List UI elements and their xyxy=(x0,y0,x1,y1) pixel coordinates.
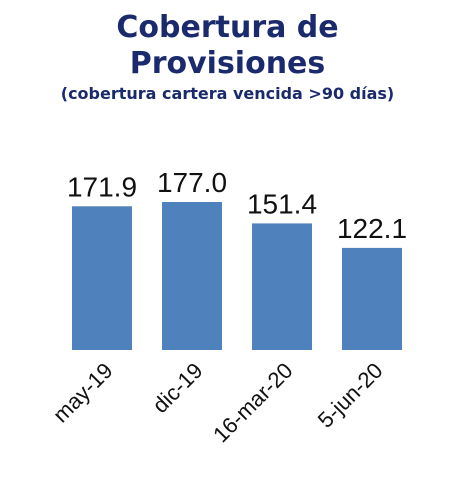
bar xyxy=(342,247,402,350)
data-label: 122.1 xyxy=(337,213,407,244)
bar xyxy=(252,223,312,350)
x-tick-label: may-19 xyxy=(48,358,118,428)
bar xyxy=(72,206,132,350)
bar xyxy=(162,202,222,350)
chart-subtitle: (cobertura cartera vencida >90 días) xyxy=(60,84,395,103)
header: Cobertura de Provisiones (cobertura cart… xyxy=(0,10,455,103)
x-tick-label: 16-mar-20 xyxy=(208,358,297,447)
data-label: 151.4 xyxy=(247,188,317,219)
data-label: 177.0 xyxy=(157,167,227,198)
chart-title: Cobertura de Provisiones xyxy=(116,10,339,81)
x-tick-label: dic-19 xyxy=(147,358,207,418)
data-label: 171.9 xyxy=(67,171,137,202)
x-tick-label: 5-jun-20 xyxy=(313,358,388,433)
